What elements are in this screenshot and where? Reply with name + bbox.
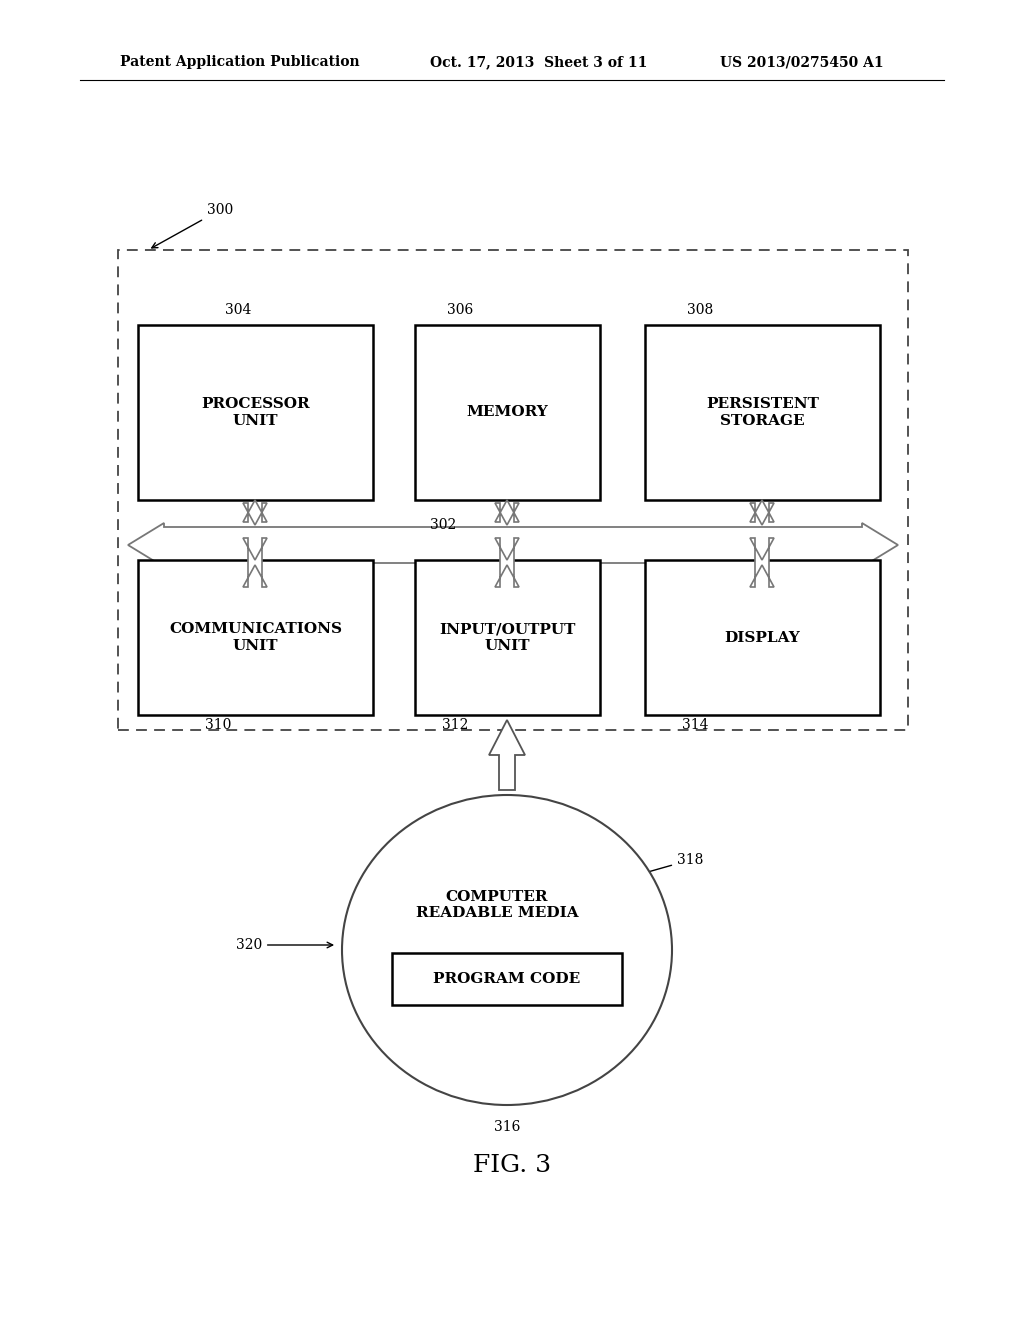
Text: 318: 318 xyxy=(606,853,703,884)
Bar xyxy=(138,325,373,500)
Text: 308: 308 xyxy=(687,304,713,317)
Bar xyxy=(415,325,600,500)
Polygon shape xyxy=(495,539,519,587)
Bar xyxy=(138,560,373,715)
Bar xyxy=(645,560,880,715)
Polygon shape xyxy=(495,500,519,525)
Text: 306: 306 xyxy=(446,304,473,317)
Polygon shape xyxy=(750,539,774,587)
Bar xyxy=(392,953,622,1005)
Text: 300: 300 xyxy=(152,203,233,248)
Text: 310: 310 xyxy=(205,718,231,733)
Text: INPUT/OUTPUT
UNIT: INPUT/OUTPUT UNIT xyxy=(439,623,575,652)
Text: 316: 316 xyxy=(494,1119,520,1134)
Polygon shape xyxy=(243,500,267,525)
Text: FIG. 3: FIG. 3 xyxy=(473,1154,551,1176)
Text: Patent Application Publication: Patent Application Publication xyxy=(120,55,359,69)
Text: 312: 312 xyxy=(441,718,468,733)
Polygon shape xyxy=(489,719,525,789)
Text: MEMORY: MEMORY xyxy=(467,405,549,420)
Text: COMPUTER
READABLE MEDIA: COMPUTER READABLE MEDIA xyxy=(416,890,579,920)
Text: 320: 320 xyxy=(236,939,333,952)
Polygon shape xyxy=(128,523,898,568)
Text: 304: 304 xyxy=(225,304,251,317)
Text: PROGRAM CODE: PROGRAM CODE xyxy=(433,972,581,986)
Text: 302: 302 xyxy=(430,517,457,532)
Text: 314: 314 xyxy=(682,718,709,733)
Bar xyxy=(645,325,880,500)
Text: Oct. 17, 2013  Sheet 3 of 11: Oct. 17, 2013 Sheet 3 of 11 xyxy=(430,55,647,69)
Ellipse shape xyxy=(342,795,672,1105)
Polygon shape xyxy=(750,500,774,525)
Bar xyxy=(415,560,600,715)
Text: DISPLAY: DISPLAY xyxy=(725,631,801,644)
Bar xyxy=(118,249,908,730)
Text: PERSISTENT
STORAGE: PERSISTENT STORAGE xyxy=(707,397,819,428)
Text: US 2013/0275450 A1: US 2013/0275450 A1 xyxy=(720,55,884,69)
Polygon shape xyxy=(243,539,267,587)
Text: COMMUNICATIONS
UNIT: COMMUNICATIONS UNIT xyxy=(169,623,342,652)
Text: PROCESSOR
UNIT: PROCESSOR UNIT xyxy=(201,397,310,428)
